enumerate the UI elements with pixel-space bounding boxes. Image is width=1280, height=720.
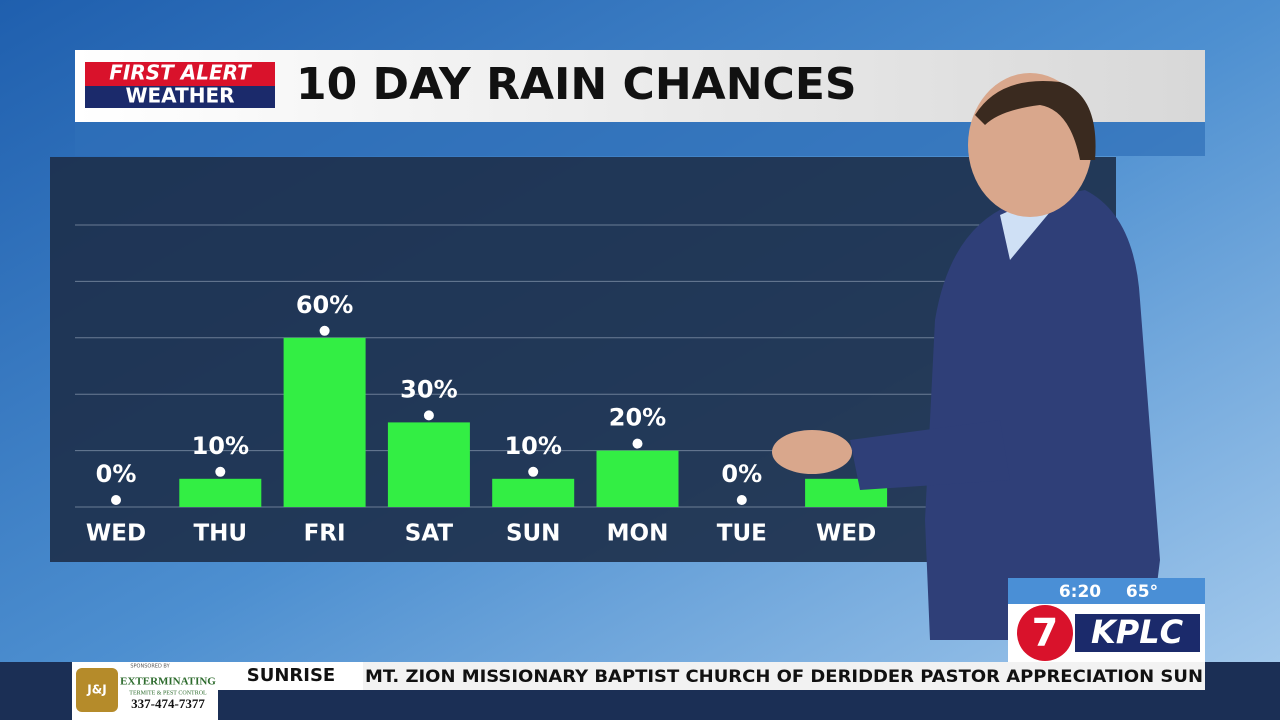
chart-title: 10 DAY RAIN CHANCES — [296, 59, 857, 110]
value-dot — [528, 466, 539, 477]
arm — [850, 420, 1010, 490]
sponsor-subtitle: TERMITE & PEST CONTROL — [129, 690, 207, 696]
bar — [179, 478, 262, 507]
sponsor-label: SPONSORED BY — [130, 664, 170, 670]
x-tick-label: TUE — [717, 521, 767, 547]
x-tick-label: THU — [193, 521, 247, 547]
bar — [492, 478, 575, 507]
x-tick-label: WED — [86, 521, 146, 547]
logo-top — [85, 62, 275, 86]
clock-box — [1008, 578, 1205, 604]
logo-text: WEATHER — [125, 84, 234, 108]
sponsor-shield — [76, 668, 118, 712]
value-dot — [423, 410, 434, 421]
x-tick-label: SAT — [405, 521, 454, 547]
sponsor-phone: 337-474-7377 — [131, 696, 205, 711]
value-label: 0% — [721, 460, 762, 488]
ticker-text: MT. ZION MISSIONARY BAPTIST CHURCH OF DE… — [365, 667, 1203, 687]
call-sign: KPLC — [1091, 613, 1184, 651]
channel-circle — [1017, 605, 1073, 661]
suit — [925, 190, 1160, 640]
presenter — [772, 73, 1160, 640]
value-label: 10% — [192, 432, 249, 460]
x-tick-label: SUN — [506, 521, 561, 547]
sponsor-name: EXTERMINATING — [120, 676, 216, 688]
temperature: 65° — [1126, 582, 1158, 602]
value-dot — [215, 466, 226, 477]
x-tick-label: WED — [816, 521, 876, 547]
hair — [975, 80, 1096, 160]
logo-bottom — [85, 86, 275, 108]
bar — [387, 422, 470, 507]
value-label: 60% — [296, 291, 353, 319]
value-dot — [111, 495, 121, 505]
ticker-segment: SUNRISE — [247, 665, 335, 686]
logo-text: FIRST ALERT — [109, 61, 252, 85]
call-sign-box — [1075, 614, 1200, 652]
ticker-text-box — [363, 662, 1205, 690]
value-label: 10% — [504, 432, 561, 460]
value-label: 30% — [400, 375, 457, 403]
channel: 7 — [1032, 611, 1058, 655]
chart: WED 0% THU 10% FRI 60% SAT 30% SUN 10% MON 20% TUE 0%… — [75, 224, 1110, 547]
value-label: 0% — [96, 460, 137, 488]
value-dot — [632, 438, 643, 449]
hand — [772, 430, 852, 474]
time: 6:20 — [1059, 582, 1101, 602]
x-tick-label: MON — [607, 521, 669, 547]
value-label: 20% — [609, 404, 666, 432]
value-dot — [319, 325, 330, 336]
bar — [283, 337, 366, 507]
value-dot — [736, 495, 747, 505]
sponsor-initials: J&J — [86, 683, 106, 697]
x-tick-label: FRI — [304, 521, 346, 547]
segment-box — [218, 662, 363, 690]
bar — [596, 450, 679, 507]
